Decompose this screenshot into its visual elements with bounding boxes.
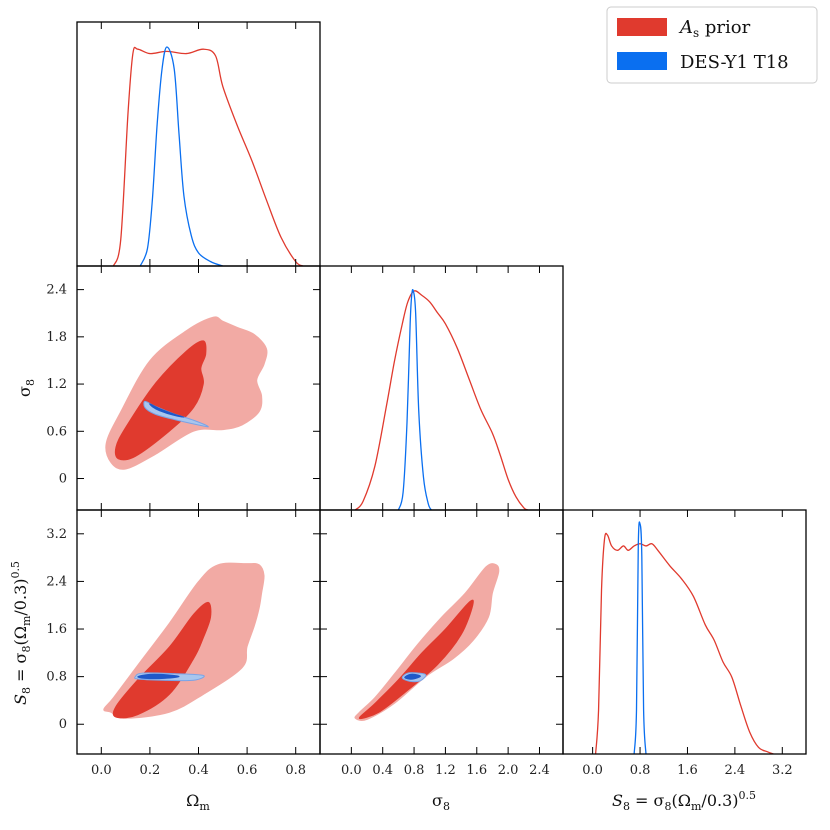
- y-tick-label: 0.6: [46, 424, 67, 439]
- red-marginal-S_8: [594, 532, 774, 754]
- y-tick-label: 0.8: [46, 670, 67, 685]
- x-tick-label: 0.8: [630, 763, 651, 778]
- y-tick-label: 1.2: [46, 377, 67, 392]
- x-tick-label: 0.4: [188, 763, 209, 778]
- red-inner-contour-2-0: [112, 601, 212, 719]
- legend-swatch-as-prior: [617, 18, 667, 36]
- x-tick-label: 2.4: [529, 763, 550, 778]
- tick-layer: 0.0 0.2 0.4 0.6 0.8 0.0 0.4 0.8 1.2 1.6 2.0 2.4 0.0 0…: [46, 22, 793, 778]
- blue-marginal-sigma_8: [397, 289, 432, 510]
- legend: As prior DES-Y1 T18: [606, 6, 818, 84]
- diagonal-panel-S_8: [594, 521, 774, 754]
- red-outer-contour-2-1: [354, 563, 500, 721]
- x-tick-label: 0.8: [285, 763, 306, 778]
- y-tick-label: 0: [59, 472, 67, 487]
- panels: [76, 21, 807, 755]
- x-tick-label: 0.2: [140, 763, 161, 778]
- legend-swatch-des-y1-t18: [617, 52, 667, 70]
- x-tick-label: 2.0: [498, 763, 519, 778]
- blue-marginal-Omega_m: [139, 46, 224, 266]
- axis-labels: σ8 S8 = σ8(Ωm/0.3)0.5 Ωm σ8 S8 = σ8(Ωm/0…: [9, 379, 756, 813]
- contour-panel-2-0: [103, 562, 265, 719]
- panel-frame-0-0: [76, 21, 321, 267]
- panel-frame-1-1: [319, 265, 564, 511]
- y-tick-label: 2.4: [46, 574, 67, 589]
- y-tick-label: 1.6: [46, 622, 67, 637]
- legend-label-des-y1-t18: DES-Y1 T18: [680, 52, 789, 73]
- red-inner-contour-1-0: [114, 340, 207, 461]
- diagonal-panel-Omega_m: [112, 46, 304, 266]
- x-tick-label: 0.6: [237, 763, 258, 778]
- x-axis-label-s8: S8 = σ8(Ωm/0.3)0.5: [612, 789, 756, 813]
- x-tick-label: 0.8: [404, 763, 425, 778]
- x-tick-label: 1.6: [677, 763, 698, 778]
- x-tick-label: 0.0: [341, 763, 362, 778]
- contour-panel-2-1: [354, 563, 500, 721]
- y-tick-label: 2.4: [46, 283, 67, 298]
- blue-inner-contour-1-0: [149, 403, 185, 418]
- x-tick-label: 0.0: [582, 763, 603, 778]
- x-tick-label: 0.0: [91, 763, 112, 778]
- red-inner-contour-2-1: [358, 599, 474, 720]
- x-tick-label: 1.6: [466, 763, 487, 778]
- blue-inner-contour-2-1: [404, 673, 421, 680]
- legend-label-as-prior: As prior: [678, 17, 751, 40]
- y-axis-label-s8: S8 = σ8(Ωm/0.3)0.5: [9, 561, 33, 705]
- y-tick-label: 0: [59, 717, 67, 732]
- x-tick-label: 2.4: [725, 763, 746, 778]
- y-axis-label-sigma8: σ8: [15, 379, 37, 397]
- y-tick-label: 1.8: [46, 330, 67, 345]
- x-axis-label-sigma8: σ8: [432, 791, 450, 813]
- blue-marginal-S_8: [633, 521, 647, 754]
- contour-panel-1-0: [105, 316, 268, 470]
- red-marginal-sigma_8: [354, 290, 529, 510]
- x-tick-label: 0.4: [372, 763, 393, 778]
- diagonal-panel-sigma_8: [354, 289, 529, 510]
- x-axis-label-omega-m: Ωm: [186, 791, 210, 813]
- x-tick-label: 1.2: [435, 763, 456, 778]
- y-tick-label: 3.2: [46, 527, 67, 542]
- blue-inner-contour-2-0: [137, 673, 180, 680]
- red-marginal-Omega_m: [112, 46, 304, 266]
- x-tick-label: 3.2: [772, 763, 793, 778]
- panel-frame-2-2: [562, 509, 807, 755]
